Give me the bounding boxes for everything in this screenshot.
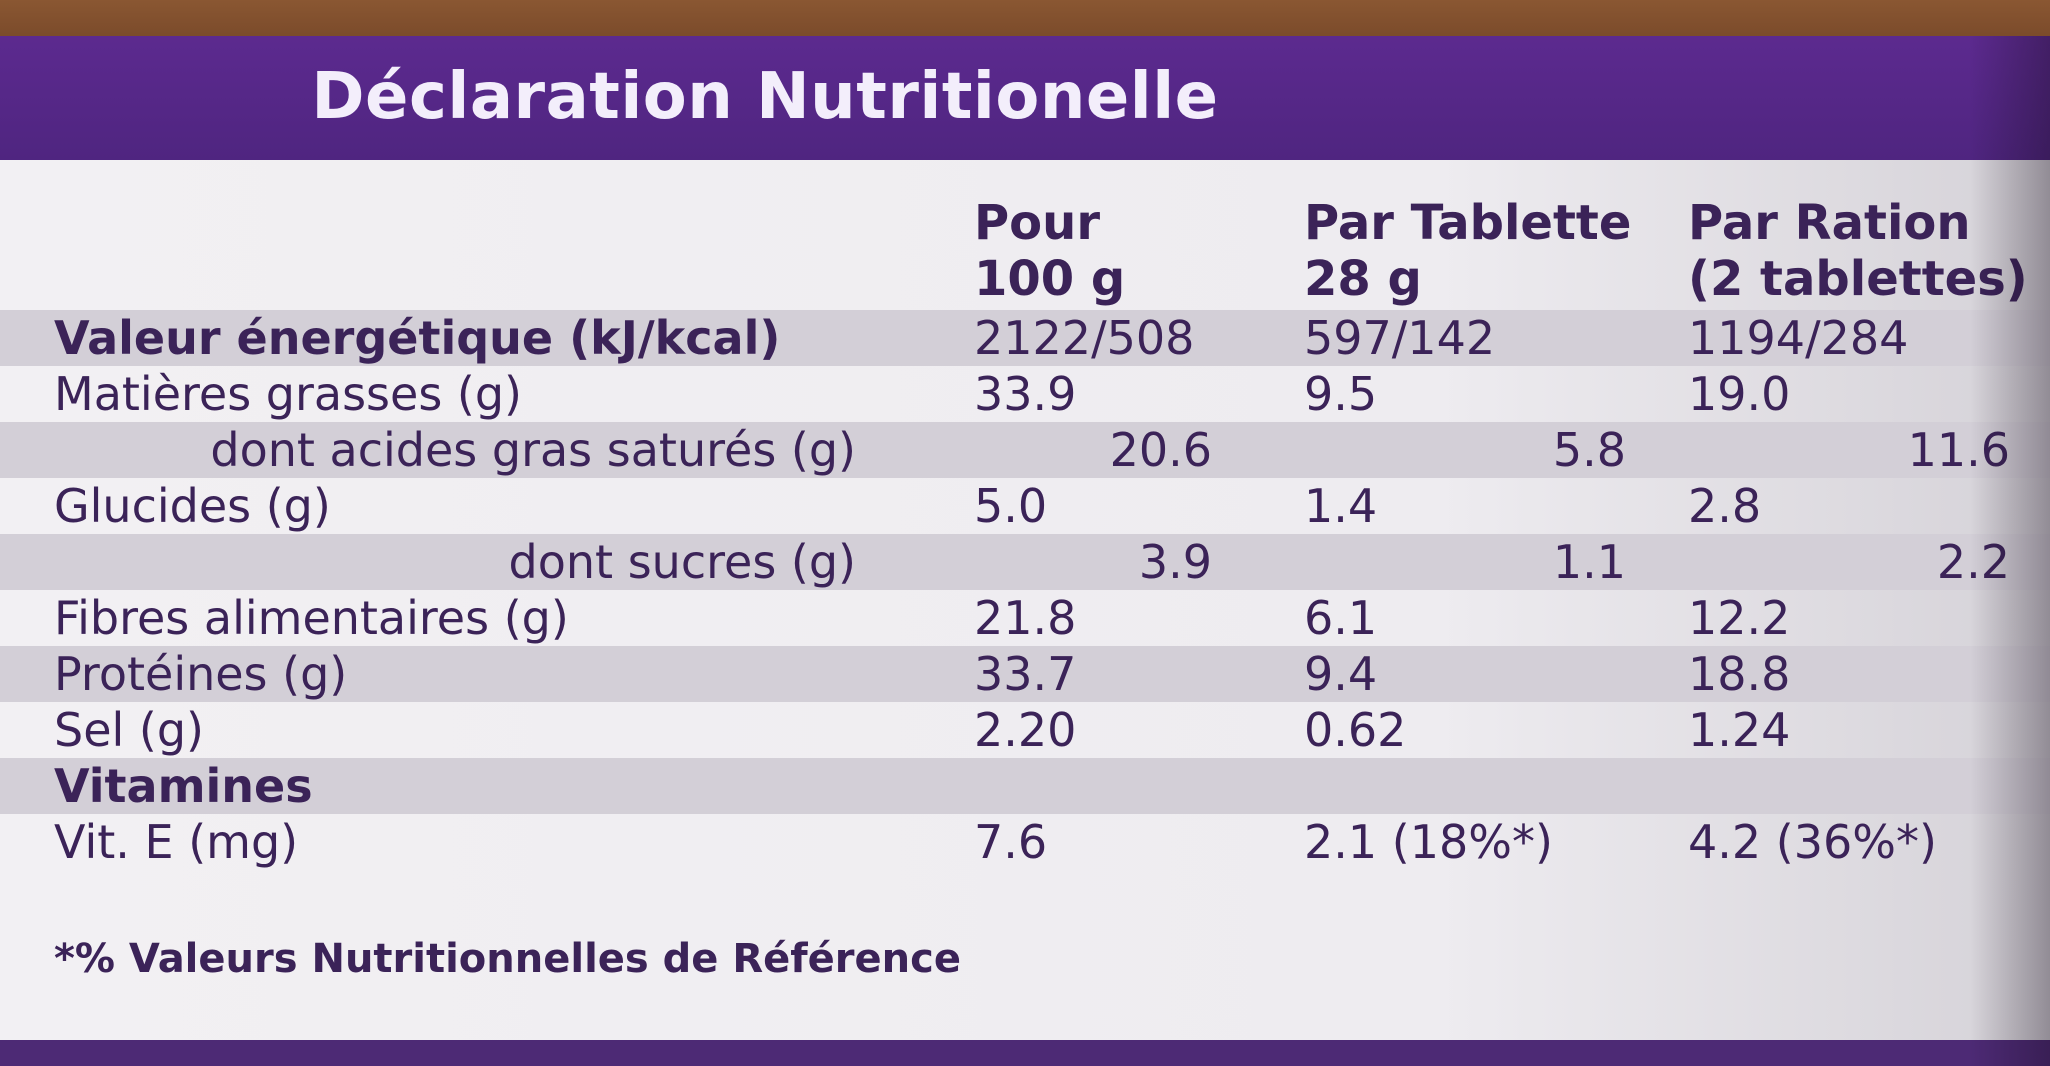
title-band [0,36,2050,160]
cell-value: 33.9 [974,367,1077,421]
cell-value: 9.4 [1304,647,1378,701]
column-header-per-ration-line1: Par Ration [1688,195,1971,251]
cell-value: 1.24 [1688,703,1791,757]
row-band [0,646,2050,702]
cell-value: 597/142 [1304,311,1496,365]
footnote-reference-values: *% Valeurs Nutritionnelles de Référence [54,936,961,982]
nutrition-table-panel [0,160,2050,1040]
cell-value: 11.6 [1907,423,2010,477]
row-label-fat: Matières grasses (g) [54,367,522,421]
cell-value: 6.1 [1304,591,1378,645]
row-label-carbohydrates: Glucides (g) [54,479,331,533]
label-title: Déclaration Nutritionelle [311,60,1219,134]
row-band [0,758,2050,814]
background-packaging [0,0,2050,40]
cell-value: 12.2 [1688,591,1791,645]
column-header-per-100g-line2: 100 g [974,251,1126,307]
cell-value: 33.7 [974,647,1077,701]
cell-value: 3.9 [1138,535,1212,589]
cell-value: 5.8 [1552,423,1626,477]
column-header-per-tablet-line1: Par Tablette [1304,195,1632,251]
cell-value: 9.5 [1304,367,1378,421]
cell-value: 21.8 [974,591,1077,645]
cell-value: 7.6 [974,815,1048,869]
cell-value: 2.2 [1688,534,2010,590]
cell-value: 2122/508 [974,311,1195,365]
row-label-saturated-fat: dont acides gras saturés (g) [210,423,856,477]
row-band [0,534,2050,590]
cell-value: 2.8 [1688,479,1762,533]
row-label-protein: Protéines (g) [54,647,348,701]
cell-value: 1.1 [1552,535,1626,589]
row-band [0,310,2050,366]
cell-value: 2.1 (18%*) [1304,815,1553,869]
row-label-vitamins: Vitamines [54,759,313,813]
cell-value: 1194/284 [1688,311,1909,365]
cell-value: 20.6 [1109,423,1212,477]
bottom-band [0,1040,2050,1066]
row-label-sugars: dont sucres (g) [508,535,856,589]
cell-value: 18.8 [1688,647,1791,701]
cell-value: 2.20 [974,703,1077,757]
row-label-salt: Sel (g) [54,703,204,757]
edge-shadow [1970,36,2050,1066]
cell-value: 19.0 [1688,367,1791,421]
column-header-per-100g-line1: Pour [974,195,1100,251]
column-header-per-tablet-line2: 28 g [1304,251,1422,307]
row-label-fibre: Fibres alimentaires (g) [54,591,569,645]
row-label-energy: Valeur énergétique (kJ/kcal) [54,311,781,365]
row-band [0,422,2050,478]
cell-value: 1.4 [1304,479,1378,533]
column-header-per-ration-line2: (2 tablettes) [1688,251,2028,307]
cell-value: 4.2 (36%*) [1688,815,1937,869]
cell-value: 0.62 [1304,703,1407,757]
row-label-vitamin-e: Vit. E (mg) [54,815,299,869]
cell-value: 5.0 [974,479,1048,533]
